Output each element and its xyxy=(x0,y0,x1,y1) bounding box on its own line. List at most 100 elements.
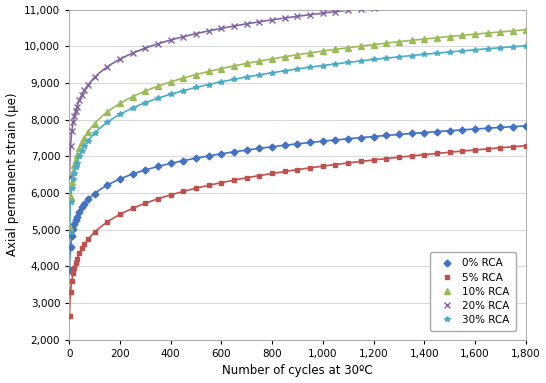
20% RCA xyxy=(319,11,326,15)
30% RCA xyxy=(294,67,301,71)
30% RCA xyxy=(91,131,98,136)
30% RCA xyxy=(67,200,74,204)
0% RCA xyxy=(383,133,389,138)
30% RCA xyxy=(218,80,224,84)
5% RCA xyxy=(497,146,503,150)
10% RCA xyxy=(332,47,339,52)
10% RCA xyxy=(81,135,88,140)
20% RCA xyxy=(180,34,187,39)
30% RCA xyxy=(231,77,238,82)
20% RCA xyxy=(129,51,136,56)
10% RCA xyxy=(256,59,263,63)
30% RCA xyxy=(307,65,313,69)
0% RCA xyxy=(67,245,74,249)
20% RCA xyxy=(76,98,82,102)
30% RCA xyxy=(66,229,73,234)
30% RCA xyxy=(332,62,339,66)
Legend: 0% RCA, 5% RCA, 10% RCA, 20% RCA, 30% RCA: 0% RCA, 5% RCA, 10% RCA, 20% RCA, 30% RC… xyxy=(430,252,516,331)
Line: 10% RCA: 10% RCA xyxy=(67,27,529,231)
30% RCA xyxy=(370,57,377,62)
20% RCA xyxy=(67,144,74,148)
10% RCA xyxy=(434,36,440,40)
30% RCA xyxy=(69,185,75,190)
0% RCA xyxy=(294,141,301,146)
20% RCA xyxy=(282,16,288,20)
30% RCA xyxy=(434,51,440,56)
10% RCA xyxy=(69,179,75,184)
X-axis label: Number of cycles at 30ºC: Number of cycles at 30ºC xyxy=(222,365,373,377)
30% RCA xyxy=(72,165,79,170)
30% RCA xyxy=(484,46,491,51)
20% RCA xyxy=(66,174,73,179)
20% RCA xyxy=(294,14,301,19)
0% RCA xyxy=(231,149,238,154)
10% RCA xyxy=(421,37,428,41)
0% RCA xyxy=(79,205,85,210)
5% RCA xyxy=(70,271,76,275)
30% RCA xyxy=(142,100,149,105)
5% RCA xyxy=(72,261,79,265)
0% RCA xyxy=(69,234,75,238)
5% RCA xyxy=(332,162,339,167)
0% RCA xyxy=(70,227,76,231)
5% RCA xyxy=(294,167,301,172)
5% RCA xyxy=(104,220,111,224)
0% RCA xyxy=(104,183,111,187)
30% RCA xyxy=(193,85,199,90)
0% RCA xyxy=(193,156,199,160)
0% RCA xyxy=(129,172,136,176)
0% RCA xyxy=(332,137,339,142)
10% RCA xyxy=(71,163,78,168)
5% RCA xyxy=(383,156,389,161)
5% RCA xyxy=(81,242,88,247)
30% RCA xyxy=(396,54,402,59)
30% RCA xyxy=(446,50,453,54)
5% RCA xyxy=(71,265,78,270)
0% RCA xyxy=(497,125,503,130)
10% RCA xyxy=(155,84,161,88)
5% RCA xyxy=(205,183,212,188)
20% RCA xyxy=(71,114,78,118)
30% RCA xyxy=(155,96,161,100)
20% RCA xyxy=(396,3,402,7)
5% RCA xyxy=(256,173,263,178)
20% RCA xyxy=(472,0,478,1)
10% RCA xyxy=(497,29,503,34)
10% RCA xyxy=(66,226,73,230)
0% RCA xyxy=(459,128,466,132)
0% RCA xyxy=(72,218,79,223)
0% RCA xyxy=(358,135,364,140)
0% RCA xyxy=(66,268,73,272)
30% RCA xyxy=(497,46,503,50)
30% RCA xyxy=(79,149,85,153)
0% RCA xyxy=(396,132,402,137)
10% RCA xyxy=(117,101,123,106)
0% RCA xyxy=(76,209,82,214)
0% RCA xyxy=(523,124,529,128)
30% RCA xyxy=(421,52,428,57)
5% RCA xyxy=(345,160,352,165)
10% RCA xyxy=(244,61,250,65)
20% RCA xyxy=(117,57,123,62)
20% RCA xyxy=(91,75,98,80)
20% RCA xyxy=(72,109,79,113)
10% RCA xyxy=(294,52,301,57)
5% RCA xyxy=(117,212,123,217)
10% RCA xyxy=(91,121,98,126)
Line: 0% RCA: 0% RCA xyxy=(67,123,528,273)
30% RCA xyxy=(509,44,516,49)
10% RCA xyxy=(142,89,149,93)
5% RCA xyxy=(218,180,224,185)
Line: 5% RCA: 5% RCA xyxy=(67,143,528,318)
10% RCA xyxy=(180,76,187,80)
0% RCA xyxy=(446,128,453,133)
20% RCA xyxy=(74,105,80,109)
5% RCA xyxy=(434,151,440,156)
30% RCA xyxy=(358,59,364,63)
10% RCA xyxy=(70,170,76,175)
10% RCA xyxy=(523,28,529,32)
10% RCA xyxy=(193,72,199,77)
30% RCA xyxy=(408,53,415,58)
20% RCA xyxy=(446,0,453,3)
5% RCA xyxy=(155,196,161,201)
